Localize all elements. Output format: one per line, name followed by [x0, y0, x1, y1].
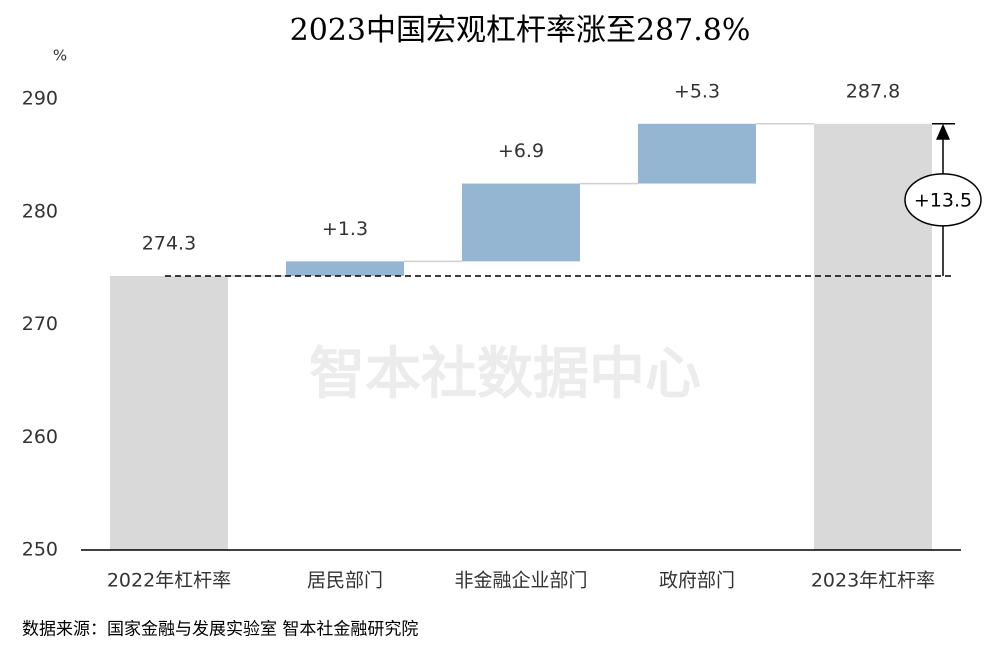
- source: 数据来源：国家金融与发展实验室 智本社金融研究院: [22, 620, 418, 640]
- x-tick-label: 2023年杠杆率: [811, 570, 935, 592]
- data-label: +6.9: [498, 140, 544, 162]
- annotation-bubble: [904, 173, 982, 227]
- x-tick-label: 政府部门: [659, 570, 735, 592]
- data-label: +5.3: [674, 80, 720, 102]
- x-tick-label: 2022年杠杆率: [107, 570, 231, 592]
- bar: [110, 276, 228, 550]
- y-tick-label: 260: [22, 426, 58, 448]
- bar: [286, 261, 404, 277]
- y-tick-label: 280: [22, 200, 58, 222]
- arrow-head: [936, 123, 950, 140]
- watermark: 智本社数据中心: [309, 342, 701, 407]
- data-label: 287.8: [846, 80, 900, 102]
- x-tick-label: 居民部门: [307, 570, 383, 592]
- data-label: +1.3: [322, 218, 368, 240]
- chart-title: 2023中国宏观杠杆率涨至287.8%: [290, 13, 751, 48]
- bar: [462, 183, 580, 262]
- y-tick-label: 250: [22, 539, 58, 561]
- y-unit: %: [53, 47, 67, 65]
- annotation: +13.5: [914, 189, 972, 211]
- x-tick-label: 非金融企业部门: [454, 570, 587, 592]
- y-tick-label: 270: [22, 313, 58, 335]
- data-label: 274.3: [142, 233, 196, 255]
- bar: [638, 123, 756, 184]
- y-tick-label: 290: [22, 88, 58, 110]
